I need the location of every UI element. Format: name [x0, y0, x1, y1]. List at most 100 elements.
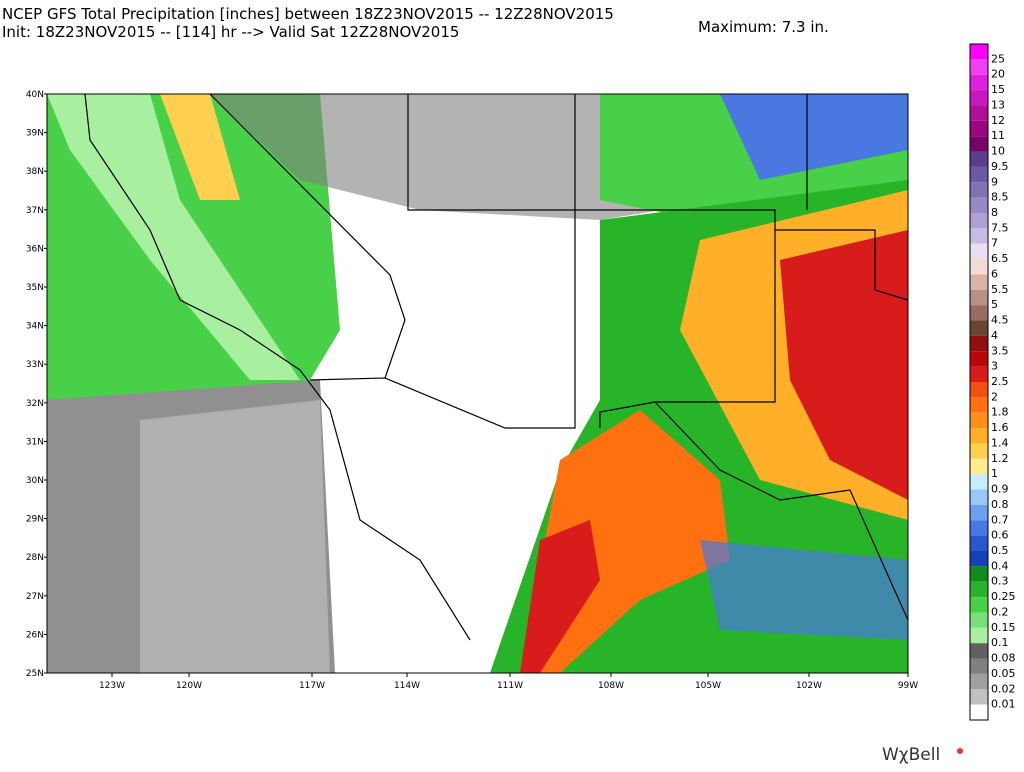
colorbar-label: 13: [991, 98, 1005, 111]
colorbar-swatch: [970, 351, 988, 367]
colorbar-label: 7: [991, 237, 998, 250]
colorbar-swatch: [970, 228, 988, 244]
lat-label: 27N: [26, 592, 44, 602]
colorbar-swatch: [970, 105, 988, 121]
colorbar-label: 4.5: [991, 314, 1009, 327]
lon-label: 123W: [99, 681, 125, 691]
colorbar-swatch: [970, 305, 988, 321]
colorbar-label: 3: [991, 360, 998, 373]
lat-label: 38N: [26, 167, 44, 177]
lat-label: 31N: [26, 437, 44, 447]
colorbar-label: 5.5: [991, 283, 1009, 296]
lon-label: 111W: [497, 681, 523, 691]
colorbar-swatch: [970, 289, 988, 306]
colorbar-swatch: [970, 581, 988, 598]
colorbar-label: 0.1: [991, 636, 1009, 649]
colorbar-swatch: [970, 74, 988, 91]
lon-label: 108W: [598, 681, 624, 691]
colorbar-label: 0.08: [991, 652, 1016, 665]
colorbar-label: 3.5: [991, 344, 1009, 357]
colorbar-swatch: [970, 551, 988, 567]
colorbar-swatch: [970, 643, 988, 659]
lat-label: 39N: [26, 129, 44, 139]
colorbar-swatch: [970, 412, 988, 429]
colorbar-swatch: [970, 213, 988, 229]
colorbar-label: 0.02: [991, 682, 1016, 695]
colorbar-swatch: [970, 627, 988, 644]
colorbar-frame: [969, 43, 989, 721]
colorbar-label: 10: [991, 145, 1005, 158]
colorbar-swatch: [970, 443, 988, 459]
colorbar-swatch: [970, 59, 988, 75]
colorbar-label: 0.9: [991, 483, 1009, 496]
colorbar-label: 15: [991, 83, 1005, 96]
colorbar-swatch: [970, 597, 988, 613]
colorbar-label: 1.4: [991, 436, 1009, 449]
logo-dot: [957, 748, 963, 754]
lat-label: 36N: [26, 244, 44, 254]
colorbar-swatch: [970, 397, 988, 413]
colorbar-swatch: [970, 489, 988, 505]
colorbar-label: 6.5: [991, 252, 1009, 265]
lat-label: 32N: [26, 399, 44, 409]
lon-label: 99W: [898, 681, 918, 691]
colorbar-swatch: [970, 151, 988, 167]
subtitle: Init: 18Z23NOV2015 -- [114] hr --> Valid…: [2, 23, 459, 41]
colorbar-swatch: [970, 504, 988, 521]
colorbar-label: 1.6: [991, 421, 1009, 434]
colorbar-label: 1.2: [991, 452, 1009, 465]
colorbar-swatch: [970, 320, 988, 336]
colorbar-swatch: [970, 259, 988, 275]
colorbar-swatch: [970, 243, 988, 260]
lon-label: 102W: [796, 681, 822, 691]
colorbar-swatch: [970, 673, 988, 690]
colorbar-label: 1: [991, 467, 998, 480]
colorbar-swatch: [970, 120, 988, 137]
colorbar-swatch: [970, 474, 988, 490]
colorbar-swatch: [970, 658, 988, 674]
colorbar-swatch: [970, 274, 988, 290]
colorbar-label: 6: [991, 267, 998, 280]
colorbar-label: 2: [991, 390, 998, 403]
colorbar-label: 8.5: [991, 191, 1009, 204]
colorbar-swatch: [970, 366, 988, 382]
colorbar-label: 0.8: [991, 498, 1009, 511]
lon-label: 117W: [299, 681, 325, 691]
colorbar-label: 0.25: [991, 590, 1016, 603]
lat-label: 26N: [26, 630, 44, 640]
colorbar-label: 7.5: [991, 221, 1009, 234]
axes: 40N 39N 38N 37N 36N 35N 34N 33N 32N 31N 30N 29N 28N 2…: [26, 90, 918, 691]
colorbar-label: 0.15: [991, 621, 1016, 634]
colorbar-label: 25: [991, 52, 1005, 65]
colorbar-label: 0.05: [991, 667, 1016, 680]
maximum: Maximum: 7.3 in.: [698, 18, 829, 36]
lon-label: 105W: [695, 681, 721, 691]
colorbar-label: 8: [991, 206, 998, 219]
colorbar-swatch: [970, 428, 988, 444]
colorbar-swatch: [970, 535, 988, 551]
colorbar-swatch: [970, 335, 988, 352]
colorbar-label: 1.8: [991, 406, 1009, 419]
lat-label: 37N: [26, 206, 44, 216]
colorbar-label: 2.5: [991, 375, 1009, 388]
lat-label: 30N: [26, 476, 44, 486]
colorbar-label: 20: [991, 68, 1005, 81]
colorbar-label: 5: [991, 298, 998, 311]
colorbar-label: 9: [991, 175, 998, 188]
colorbar-label: 0.5: [991, 544, 1009, 557]
colorbar-swatch: [970, 382, 988, 398]
colorbar-label: 4: [991, 329, 998, 342]
colorbar-label: 0.01: [991, 698, 1016, 711]
colorbar-swatch: [970, 90, 988, 106]
colorbar-label: 0.7: [991, 513, 1009, 526]
lat-label: 34N: [26, 322, 44, 332]
colorbar-swatch: [970, 689, 988, 705]
colorbar-swatch: [970, 182, 988, 198]
colorbar-swatch: [970, 458, 988, 475]
map: [46, 93, 909, 674]
lat-label: 33N: [26, 360, 44, 370]
colorbar-swatch: [970, 566, 988, 582]
colorbar-label: 12: [991, 114, 1005, 127]
colorbar-swatch: [970, 136, 988, 152]
